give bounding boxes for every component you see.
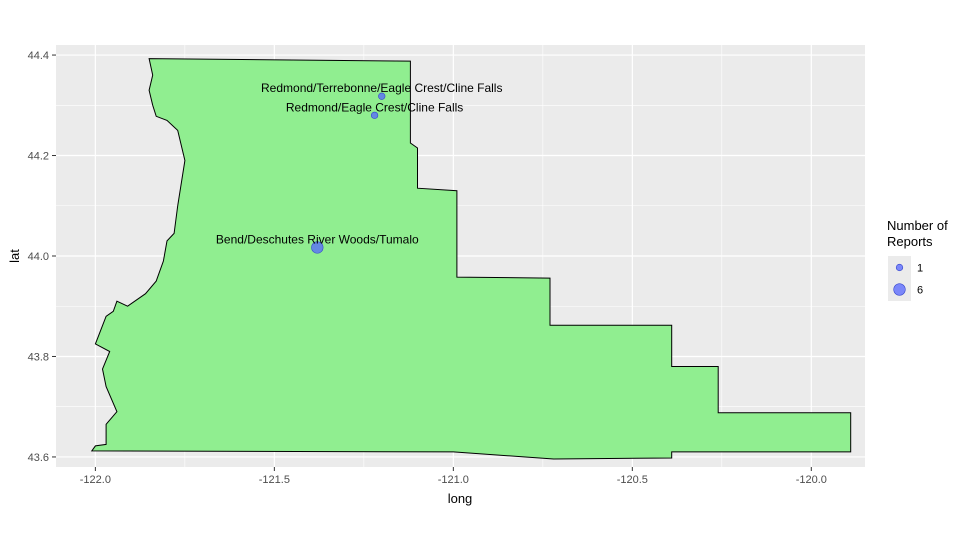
y-axis: 43.6 43.8 44.0 44.2 44.4: [28, 50, 56, 464]
x-tick-label: -120.5: [617, 474, 648, 486]
data-point: [378, 92, 386, 100]
point-labels: Redmond/Terrebonne/Eagle Crest/Cline Fal…: [216, 81, 503, 246]
y-tick-label: 44.0: [28, 251, 49, 263]
point-label: Redmond/Terrebonne/Eagle Crest/Cline Fal…: [261, 81, 502, 95]
point-label: Bend/Deschutes River Woods/Tumalo: [216, 232, 419, 246]
legend-label: 1: [917, 263, 923, 275]
legend: Number of Reports 1 6: [887, 218, 948, 301]
x-tick-label: -120.0: [796, 474, 827, 486]
x-tick-label: -121.5: [259, 474, 290, 486]
x-tick-label: -121.0: [438, 474, 469, 486]
x-tick-label: -122.0: [80, 474, 111, 486]
data-point: [370, 111, 379, 119]
data-point: [311, 241, 324, 254]
y-tick-label: 43.8: [28, 351, 49, 363]
legend-label: 6: [917, 285, 923, 297]
legend-key-point: [893, 283, 906, 296]
legend-title-line-2: Reports: [887, 234, 933, 249]
y-tick-label: 44.2: [28, 151, 49, 163]
y-tick-label: 44.4: [28, 50, 49, 62]
y-axis-title: lat: [7, 249, 22, 263]
legend-title-line-1: Number of: [887, 218, 948, 233]
point-label: Redmond/Eagle Crest/Cline Falls: [286, 100, 463, 114]
x-axis: -122.0 -121.5 -121.0 -120.5 -120.0: [80, 467, 827, 486]
legend-key-point: [895, 263, 904, 272]
x-axis-title: long: [448, 491, 473, 506]
y-tick-label: 43.6: [28, 452, 49, 464]
county-region: [90, 58, 852, 460]
data-points: [311, 92, 386, 254]
